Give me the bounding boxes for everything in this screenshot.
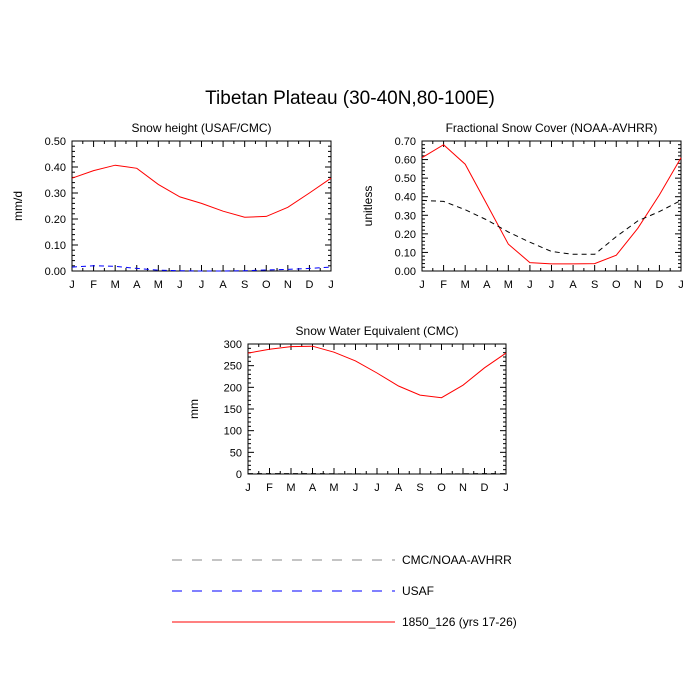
x-tick-label: M xyxy=(329,482,338,494)
legend-label-1: CMC/NOAA-AVHRR xyxy=(402,553,512,567)
y-tick-label: 0.20 xyxy=(395,229,416,241)
x-tick-label: N xyxy=(459,482,467,494)
x-tick-label: A xyxy=(133,279,141,291)
x-tick-label: O xyxy=(262,279,271,291)
y-tick-label: 0.20 xyxy=(45,214,66,226)
y-tick-label: 0.60 xyxy=(395,155,416,167)
series-line-1 xyxy=(71,164,332,218)
y-tick-label: 0.10 xyxy=(45,240,66,252)
x-tick-label: J xyxy=(374,482,380,494)
x-tick-label: J xyxy=(199,279,205,291)
y-tick-label: 50 xyxy=(230,447,242,459)
x-tick-label: S xyxy=(591,279,598,291)
x-tick-label: A xyxy=(219,279,227,291)
x-tick-label: D xyxy=(305,279,313,291)
plot-frame xyxy=(247,343,507,475)
y-tick-label: 0.00 xyxy=(45,266,66,278)
x-tick-label: D xyxy=(481,482,489,494)
y-tick-label: 250 xyxy=(224,361,242,373)
y-tick-label: 0.40 xyxy=(395,192,416,204)
x-tick-label: M xyxy=(461,279,470,291)
x-tick-label: A xyxy=(569,279,577,291)
y-tick-label: 0.70 xyxy=(395,136,416,148)
panel-title: Snow Water Equivalent (CMC) xyxy=(296,324,459,338)
plot-frame xyxy=(71,140,332,272)
y-tick-label: 300 xyxy=(224,339,242,351)
y-tick-label: 0.50 xyxy=(395,173,416,185)
panel-title: Snow height (USAF/CMC) xyxy=(131,121,271,135)
chart-panel-1: Snow height (USAF/CMC) 0.00 0.10 0.20 0.30 0.… xyxy=(11,121,334,291)
panel-title: Fractional Snow Cover (NOAA-AVHRR) xyxy=(446,121,658,135)
x-tick-label: J xyxy=(245,482,251,494)
y-tick-label: 0.30 xyxy=(395,210,416,222)
x-tick-label: O xyxy=(612,279,621,291)
y-tick-label: 0.00 xyxy=(395,266,416,278)
chart-panel-2: Fractional Snow Cover (NOAA-AVHRR) 0.00 0.… xyxy=(361,121,684,291)
x-tick-label: M xyxy=(286,482,295,494)
legend: CMC/NOAA-AVHRR USAF 1850_126 (yrs 17-26) xyxy=(172,553,517,629)
x-tick-label: S xyxy=(241,279,248,291)
x-tick-label: J xyxy=(177,279,183,291)
x-tick-label: F xyxy=(440,279,447,291)
chart-panel-3: Snow Water Equivalent (CMC) 0 50 100 150 200 2… xyxy=(187,324,509,494)
y-axis-label: mm/d xyxy=(11,191,25,221)
x-tick-label: J xyxy=(328,279,334,291)
x-tick-label: M xyxy=(154,279,163,291)
series-line-1 xyxy=(421,144,682,265)
x-tick-label: M xyxy=(111,279,120,291)
y-tick-label: 0.50 xyxy=(45,136,66,148)
x-tick-label: F xyxy=(266,482,273,494)
x-tick-label: J xyxy=(353,482,359,494)
x-tick-label: A xyxy=(483,279,491,291)
x-tick-label: J xyxy=(503,482,509,494)
legend-label-2: USAF xyxy=(402,584,434,598)
x-tick-label: N xyxy=(634,279,642,291)
y-axis-label: mm xyxy=(187,399,201,419)
x-tick-label: O xyxy=(437,482,446,494)
x-tick-label: A xyxy=(395,482,403,494)
legend-label-3: 1850_126 (yrs 17-26) xyxy=(402,615,517,629)
series-line-2 xyxy=(421,199,682,255)
x-tick-label: J xyxy=(69,279,75,291)
y-tick-label: 200 xyxy=(224,382,242,394)
x-tick-label: A xyxy=(309,482,317,494)
y-tick-label: 0.10 xyxy=(395,247,416,259)
x-tick-label: J xyxy=(419,279,425,291)
x-tick-label: J xyxy=(527,279,533,291)
y-tick-label: 150 xyxy=(224,404,242,416)
x-tick-label: S xyxy=(416,482,423,494)
x-tick-label: J xyxy=(549,279,555,291)
page-title: Tibetan Plateau (30-40N,80-100E) xyxy=(205,88,495,109)
y-axis-label: unitless xyxy=(361,186,375,227)
y-tick-label: 100 xyxy=(224,426,242,438)
y-tick-label: 0 xyxy=(236,469,242,481)
x-tick-label: N xyxy=(284,279,292,291)
x-tick-label: J xyxy=(678,279,684,291)
x-tick-label: D xyxy=(655,279,663,291)
x-tick-label: M xyxy=(504,279,513,291)
y-tick-label: 0.30 xyxy=(45,188,66,200)
x-tick-label: F xyxy=(90,279,97,291)
series-line-1 xyxy=(247,345,507,399)
y-tick-label: 0.40 xyxy=(45,162,66,174)
